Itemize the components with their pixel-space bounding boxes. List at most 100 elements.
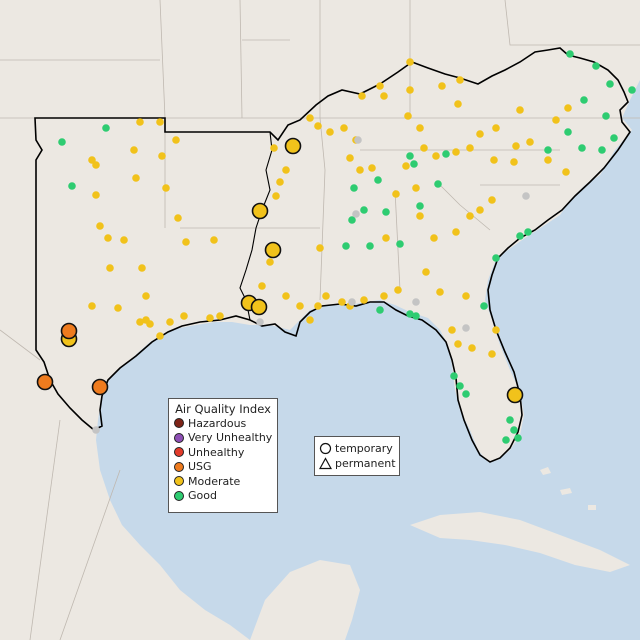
station-marker [326, 128, 334, 136]
legend-label: USG [188, 460, 212, 474]
station-marker [158, 152, 166, 160]
station-marker [544, 146, 552, 154]
shape-legend: temporary permanent [314, 436, 400, 476]
station-marker [380, 92, 388, 100]
station-marker [392, 190, 400, 198]
station-marker [412, 184, 420, 192]
station-marker [564, 104, 572, 112]
land-bahamas [540, 467, 596, 510]
station-marker [406, 310, 414, 318]
station-marker [258, 282, 266, 290]
good-swatch-icon [174, 490, 184, 501]
station-marker [352, 210, 360, 218]
station-marker [88, 302, 96, 310]
station-marker [96, 222, 104, 230]
station-marker [506, 416, 514, 424]
station-marker [602, 112, 610, 120]
station-marker [410, 160, 418, 168]
legend-item-unhealthy: Unhealthy [169, 445, 277, 460]
station-marker [394, 286, 402, 294]
station-marker [492, 326, 500, 334]
station-marker [356, 166, 364, 174]
station-marker [162, 184, 170, 192]
station-marker-large [264, 241, 282, 259]
station-marker [492, 254, 500, 262]
station-marker [432, 152, 440, 160]
station-marker [524, 228, 532, 236]
station-marker [402, 162, 410, 170]
station-marker [578, 144, 586, 152]
station-marker [420, 144, 428, 152]
station-marker [166, 318, 174, 326]
station-marker [376, 82, 384, 90]
station-marker [436, 288, 444, 296]
station-marker [552, 116, 560, 124]
station-marker [130, 146, 138, 154]
station-marker [598, 146, 606, 154]
unhealthy-swatch-icon [174, 447, 184, 458]
station-marker [456, 76, 464, 84]
station-marker [502, 436, 510, 444]
station-marker [566, 50, 574, 58]
station-marker [172, 136, 180, 144]
station-marker [182, 238, 190, 246]
station-marker [416, 202, 424, 210]
station-marker [592, 62, 600, 70]
station-marker [156, 332, 164, 340]
station-marker [412, 298, 420, 306]
station-marker [174, 214, 182, 222]
station-marker [412, 312, 420, 320]
station-marker [380, 292, 388, 300]
station-marker [282, 166, 290, 174]
station-marker [216, 312, 224, 320]
legend-title: Air Quality Index [175, 402, 271, 416]
station-marker [282, 292, 290, 300]
station-marker [476, 206, 484, 214]
monitoring-stations [36, 50, 636, 444]
station-marker [340, 124, 348, 132]
station-marker [628, 86, 636, 94]
station-marker [462, 292, 470, 300]
land-cuba [410, 512, 630, 572]
station-marker [490, 156, 498, 164]
legend-item-usg: USG [169, 460, 277, 475]
station-marker [468, 344, 476, 352]
station-marker [438, 82, 446, 90]
station-marker [58, 138, 66, 146]
hazardous-swatch-icon [174, 418, 184, 429]
station-marker-large [284, 137, 302, 155]
usg-swatch-icon [174, 461, 184, 472]
station-marker [306, 114, 314, 122]
station-marker [136, 118, 144, 126]
station-marker [156, 118, 164, 126]
station-marker [314, 122, 322, 130]
legend-label: Good [188, 489, 217, 503]
station-marker [606, 80, 614, 88]
station-marker [114, 304, 122, 312]
station-marker [450, 372, 458, 380]
station-marker [142, 292, 150, 300]
station-marker [360, 296, 368, 304]
station-marker [316, 244, 324, 252]
station-marker [306, 316, 314, 324]
station-marker [522, 192, 530, 200]
legend-item-moderate: Moderate [169, 474, 277, 489]
station-marker [120, 236, 128, 244]
station-marker [454, 100, 462, 108]
station-marker [314, 302, 322, 310]
station-marker [466, 212, 474, 220]
station-marker [374, 176, 382, 184]
station-marker [136, 318, 144, 326]
legend-item-good: Good [169, 489, 277, 504]
station-marker [382, 208, 390, 216]
station-marker [354, 136, 362, 144]
station-marker [462, 324, 470, 332]
station-marker [452, 228, 460, 236]
legend-label: Moderate [188, 474, 241, 488]
station-marker [488, 196, 496, 204]
station-marker [510, 426, 518, 434]
station-marker [510, 158, 518, 166]
station-marker [442, 150, 450, 158]
